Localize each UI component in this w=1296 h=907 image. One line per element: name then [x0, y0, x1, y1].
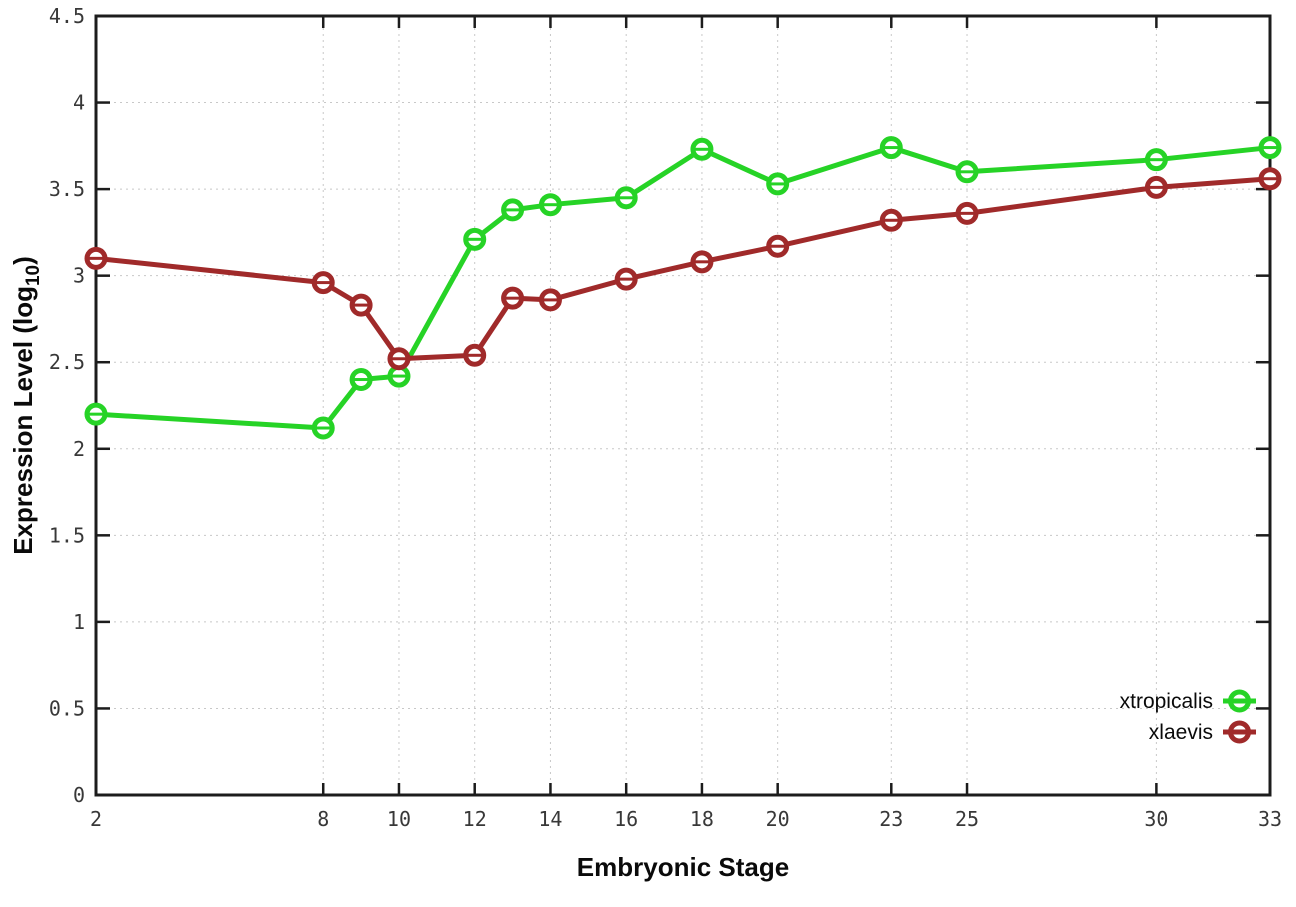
legend-marker-icon — [1228, 720, 1251, 744]
tick-marks — [94, 14, 1272, 797]
gridlines — [95, 15, 1271, 796]
y-tick-label: 2.5 — [49, 350, 85, 374]
x-tick-label: 10 — [387, 807, 411, 831]
x-tick-label: 23 — [879, 807, 903, 831]
y-tick-label: 4.5 — [49, 4, 85, 28]
y-axis-title: Expression Level (log10) — [8, 256, 44, 555]
y-tick-label: 3.5 — [49, 177, 85, 201]
x-tick-labels: 2 8 10 12 14 16 18 20 23 25 30 33 — [90, 807, 1282, 831]
x-tick-label: 25 — [955, 807, 979, 831]
series-line-xlaevis — [93, 176, 1273, 362]
x-tick-label: 2 — [90, 807, 102, 831]
y-tick-label: 0 — [73, 783, 85, 807]
y-tick-label: 2 — [73, 437, 85, 461]
x-tick-label: 20 — [766, 807, 790, 831]
x-tick-label: 30 — [1144, 807, 1168, 831]
y-tick-label: 4 — [73, 91, 85, 115]
x-tick-label: 16 — [614, 807, 638, 831]
legend: xtropicalis xlaevis — [1120, 689, 1256, 744]
legend-marker-icon — [1228, 689, 1251, 713]
y-tick-label: 1.5 — [49, 523, 85, 547]
legend-item-xlaevis: xlaevis — [1149, 720, 1256, 744]
y-tick-label: 0.5 — [49, 696, 85, 720]
x-tick-label: 18 — [690, 807, 714, 831]
series-markers-xtropicalis — [84, 136, 1282, 440]
x-tick-label: 33 — [1258, 807, 1282, 831]
plot-border — [94, 14, 1272, 797]
y-tick-label: 1 — [73, 610, 85, 634]
x-tick-label: 8 — [317, 807, 329, 831]
legend-label: xtropicalis — [1120, 690, 1213, 713]
y-tick-label: 3 — [73, 264, 85, 288]
series-line-xtropicalis — [93, 145, 1273, 431]
legend-item-xtropicalis: xtropicalis — [1120, 689, 1256, 713]
x-tick-label: 14 — [538, 807, 562, 831]
series-markers-xlaevis — [84, 167, 1282, 371]
x-axis-title: Embryonic Stage — [577, 852, 789, 882]
legend-label: xlaevis — [1149, 721, 1213, 744]
x-tick-label: 12 — [463, 807, 487, 831]
y-tick-labels: 0 0.5 1 1.5 2 2.5 3 3.5 4 4.5 — [49, 4, 85, 807]
